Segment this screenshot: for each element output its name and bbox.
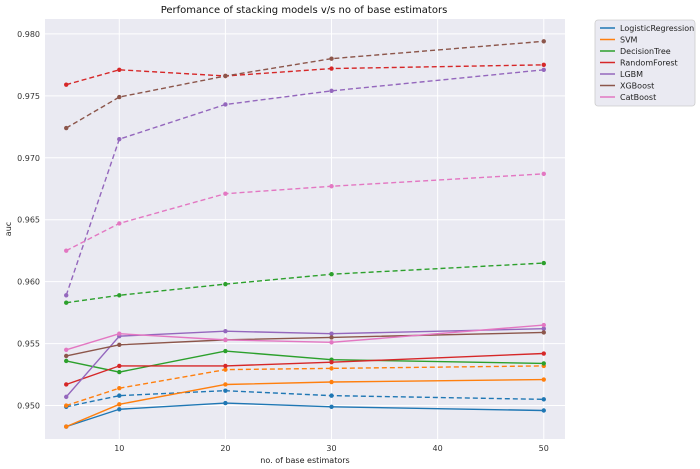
data-point	[541, 361, 546, 366]
data-point	[117, 221, 122, 226]
data-point	[329, 335, 334, 340]
data-point	[223, 363, 228, 369]
x-axis-ticks: 10 20 30 40 50	[114, 444, 549, 453]
data-point	[329, 393, 334, 398]
data-point	[64, 248, 69, 253]
data-point	[64, 82, 69, 87]
data-point	[541, 397, 546, 402]
data-point	[329, 340, 334, 345]
y-tick-label: 0.965	[17, 216, 40, 225]
data-point	[64, 353, 69, 359]
data-point	[329, 404, 334, 409]
legend-label: LGBM	[620, 70, 643, 79]
data-point	[117, 293, 122, 298]
data-point	[541, 171, 546, 177]
legend-label: XGBoost	[620, 82, 654, 91]
data-point	[117, 369, 122, 375]
data-point	[64, 300, 69, 305]
data-point	[64, 382, 69, 387]
data-point	[329, 366, 334, 371]
data-point	[223, 348, 228, 354]
data-point	[223, 337, 228, 343]
series-lines	[64, 39, 546, 429]
y-tick-label: 0.950	[17, 402, 40, 411]
data-point	[329, 56, 334, 61]
data-point	[541, 330, 546, 335]
x-tick-label: 40	[433, 444, 443, 453]
legend-box	[594, 19, 696, 107]
y-axis-label: auc	[4, 222, 13, 236]
x-axis-label: no. of base estimators	[260, 456, 349, 465]
data-point	[223, 367, 228, 372]
data-point	[223, 281, 228, 287]
legend-label: LogisticRegression	[620, 24, 694, 33]
data-point	[329, 379, 334, 385]
data-point	[223, 382, 228, 387]
series-catboost	[64, 171, 546, 352]
data-point	[117, 342, 122, 348]
y-tick-label: 0.975	[17, 92, 40, 101]
legend-label: DecisionTree	[620, 47, 671, 56]
data-point	[329, 88, 334, 94]
data-point	[64, 424, 69, 429]
y-axis-ticks: 0.950 0.955 0.960 0.965 0.970 0.975 0.980	[17, 30, 40, 411]
data-point	[541, 377, 546, 382]
data-point	[117, 136, 122, 142]
y-tick-label: 0.970	[17, 154, 40, 163]
y-tick-label: 0.980	[17, 30, 40, 39]
data-point	[329, 359, 334, 365]
data-point	[117, 331, 122, 336]
data-point	[541, 322, 546, 328]
data-point	[223, 400, 228, 406]
data-point	[117, 407, 122, 412]
data-point	[64, 394, 69, 400]
data-point	[117, 402, 122, 407]
data-point	[223, 329, 228, 334]
data-point	[64, 347, 69, 352]
data-point	[329, 66, 334, 71]
x-tick-label: 50	[539, 444, 549, 453]
data-point	[223, 191, 228, 196]
data-point	[329, 272, 334, 277]
data-point	[117, 67, 122, 72]
y-tick-label: 0.955	[17, 340, 40, 349]
legend-label: RandomForest	[620, 59, 678, 68]
data-point	[541, 408, 546, 413]
data-point	[64, 125, 69, 131]
y-tick-label: 0.960	[17, 278, 40, 287]
data-point	[541, 67, 546, 72]
data-point	[223, 388, 228, 393]
data-point	[64, 403, 69, 408]
plot-area	[45, 19, 565, 439]
data-point	[64, 358, 69, 364]
data-point	[329, 331, 334, 336]
data-point	[117, 386, 122, 391]
legend-label: SVM	[620, 36, 638, 45]
legend: LogisticRegression SVM DecisionTree RandomF…	[594, 19, 696, 107]
legend-label: CatBoost	[620, 93, 656, 102]
x-tick-label: 30	[326, 444, 336, 453]
chart-title: Perfomance of stacking models v/s no of …	[161, 5, 448, 16]
data-point	[541, 260, 546, 266]
data-point	[541, 39, 546, 44]
data-point	[329, 184, 334, 189]
x-tick-label: 10	[114, 444, 124, 453]
data-point	[117, 393, 122, 398]
data-point	[541, 62, 546, 68]
data-point	[223, 102, 228, 107]
data-point	[223, 73, 228, 79]
x-tick-label: 20	[220, 444, 230, 453]
data-point	[541, 351, 546, 356]
data-point	[64, 293, 69, 298]
series-decisiontree	[64, 260, 546, 375]
data-point	[117, 94, 122, 100]
data-point	[541, 326, 546, 331]
data-point	[117, 363, 122, 369]
series-lgbm	[64, 67, 546, 400]
